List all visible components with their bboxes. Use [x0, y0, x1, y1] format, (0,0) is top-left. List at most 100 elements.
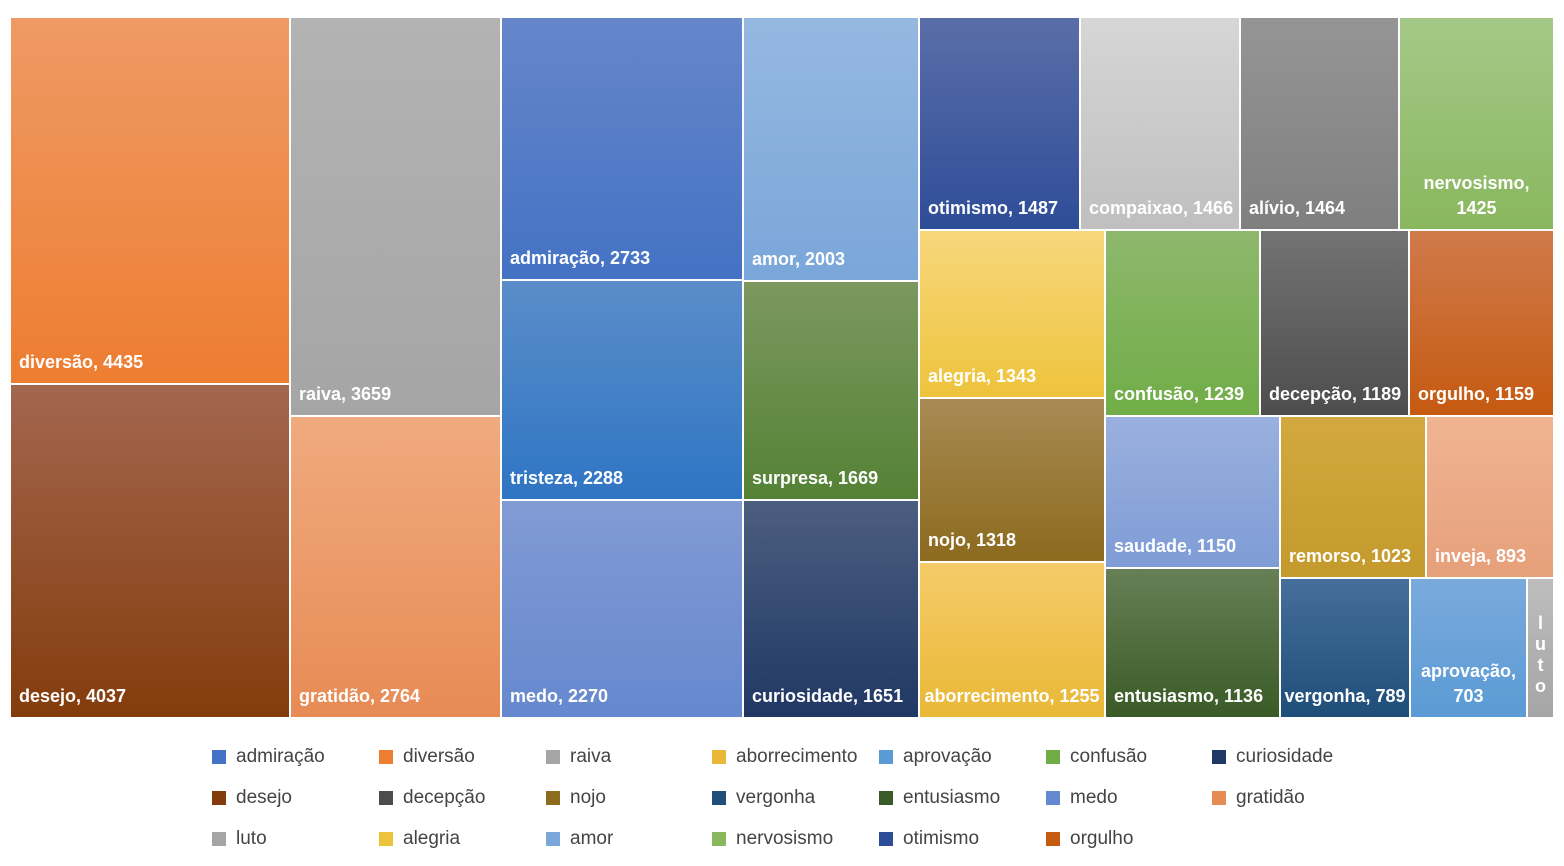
tile-label: curiosidade, 1651 — [752, 686, 904, 706]
tile-label: desejo, 4037 — [19, 686, 127, 706]
treemap-tile: orgulho, 1159 — [1409, 230, 1554, 416]
tile-label: aprovação, 703 — [1420, 661, 1517, 706]
legend-label: amor — [570, 828, 614, 849]
treemap-tile: tristeza, 2288 — [501, 280, 743, 500]
treemap-tile: alívio, 1464 — [1240, 17, 1399, 230]
legend-label: admiração — [236, 746, 325, 767]
legend-swatch — [1046, 791, 1060, 805]
tile-label: orgulho, 1159 — [1418, 384, 1535, 404]
legend-label: gratidão — [1236, 787, 1305, 808]
legend-item: aborrecimento — [712, 745, 857, 769]
legend-item: curiosidade — [1212, 745, 1333, 769]
tile-label: admiração, 2733 — [510, 248, 651, 268]
legend-item: luto — [212, 827, 267, 851]
tile-label: remorso, 1023 — [1289, 546, 1412, 566]
legend-label: entusiasmo — [903, 787, 1001, 808]
legend-swatch — [1046, 750, 1060, 764]
treemap-tile: aprovação, 703 — [1410, 578, 1527, 718]
treemap-tile: saudade, 1150 — [1105, 416, 1280, 568]
tile-label: l u t o — [1535, 613, 1546, 696]
legend-swatch — [379, 750, 393, 764]
treemap-tile: surpresa, 1669 — [743, 281, 919, 500]
legend-label: raiva — [570, 746, 612, 767]
legend-item: nervosismo — [712, 827, 833, 851]
legend-label: decepção — [403, 787, 486, 808]
tile-label: nojo, 1318 — [928, 530, 1017, 550]
legend-label: desejo — [236, 787, 292, 808]
legend-swatch — [712, 791, 726, 805]
legend-swatch — [879, 750, 893, 764]
legend-label: curiosidade — [1236, 746, 1334, 767]
legend-swatch — [379, 791, 393, 805]
treemap-tile: l u t o — [1527, 578, 1554, 718]
treemap-tile: diversão, 4435 — [10, 17, 290, 384]
legend-swatch — [546, 791, 560, 805]
legend-swatch — [379, 832, 393, 846]
tile-label: gratidão, 2764 — [299, 686, 421, 706]
legend-item: aprovação — [879, 745, 992, 769]
tile-label: inveja, 893 — [1435, 546, 1527, 566]
legend-swatch — [212, 750, 226, 764]
tile-label: medo, 2270 — [510, 686, 609, 706]
legend-label: medo — [1070, 787, 1118, 808]
legend-item: nojo — [546, 786, 606, 810]
treemap-tile: otimismo, 1487 — [919, 17, 1080, 230]
treemap-tile: medo, 2270 — [501, 500, 743, 718]
treemap-tile: compaixao, 1466 — [1080, 17, 1240, 230]
treemap-tile: desejo, 4037 — [10, 384, 290, 718]
legend-label: aprovação — [903, 746, 992, 767]
legend-label: vergonha — [736, 787, 816, 808]
tile-label: surpresa, 1669 — [752, 468, 879, 488]
tile-label: vergonha, 789 — [1284, 686, 1406, 706]
legend-item: gratidão — [1212, 786, 1305, 810]
treemap-tile: curiosidade, 1651 — [743, 500, 919, 718]
legend-label: otimismo — [903, 828, 980, 849]
legend-item: desejo — [212, 786, 292, 810]
treemap-tile: gratidão, 2764 — [290, 416, 501, 718]
legend-label: luto — [236, 828, 267, 849]
treemap-tile: vergonha, 789 — [1280, 578, 1410, 718]
legend-swatch — [212, 791, 226, 805]
legend-label: nervosismo — [736, 828, 834, 849]
legend-label: alegria — [403, 828, 461, 849]
treemap-tile: decepção, 1189 — [1260, 230, 1409, 416]
tile-label: nervosismo, 1425 — [1423, 173, 1530, 218]
tile-label: raiva, 3659 — [299, 384, 392, 404]
legend-swatch — [1212, 791, 1226, 805]
legend-swatch — [546, 832, 560, 846]
tile-label: tristeza, 2288 — [510, 468, 624, 488]
treemap-tile: amor, 2003 — [743, 17, 919, 281]
tile-label: aborrecimento, 1255 — [924, 686, 1100, 706]
treemap-tile: nervosismo, 1425 — [1399, 17, 1554, 230]
treemap-tile: confusão, 1239 — [1105, 230, 1260, 416]
tile-label: amor, 2003 — [752, 249, 846, 269]
legend-swatch — [879, 791, 893, 805]
treemap-tile: inveja, 893 — [1426, 416, 1554, 578]
legend-item: orgulho — [1046, 827, 1133, 851]
legend-swatch — [1212, 750, 1226, 764]
treemap-tile: remorso, 1023 — [1280, 416, 1426, 578]
treemap-tile: raiva, 3659 — [290, 17, 501, 416]
legend-item: otimismo — [879, 827, 979, 851]
legend-label: aborrecimento — [736, 746, 858, 767]
legend-item: medo — [1046, 786, 1118, 810]
tile-label: decepção, 1189 — [1269, 384, 1402, 404]
legend-item: raiva — [546, 745, 611, 769]
legend-item: decepção — [379, 786, 485, 810]
legend-swatch — [1046, 832, 1060, 846]
tile-label: saudade, 1150 — [1114, 536, 1237, 556]
tile-label: compaixao, 1466 — [1089, 198, 1234, 218]
legend-swatch — [212, 832, 226, 846]
legend-item: confusão — [1046, 745, 1147, 769]
legend-item: alegria — [379, 827, 460, 851]
legend-item: admiração — [212, 745, 325, 769]
treemap-tile: admiração, 2733 — [501, 17, 743, 280]
tile-label: confusão, 1239 — [1114, 384, 1245, 404]
legend-swatch — [879, 832, 893, 846]
legend-label: nojo — [570, 787, 606, 808]
legend-item: amor — [546, 827, 613, 851]
tile-label: otimismo, 1487 — [928, 198, 1059, 218]
tile-label: alegria, 1343 — [928, 366, 1037, 386]
legend-label: orgulho — [1070, 828, 1134, 849]
